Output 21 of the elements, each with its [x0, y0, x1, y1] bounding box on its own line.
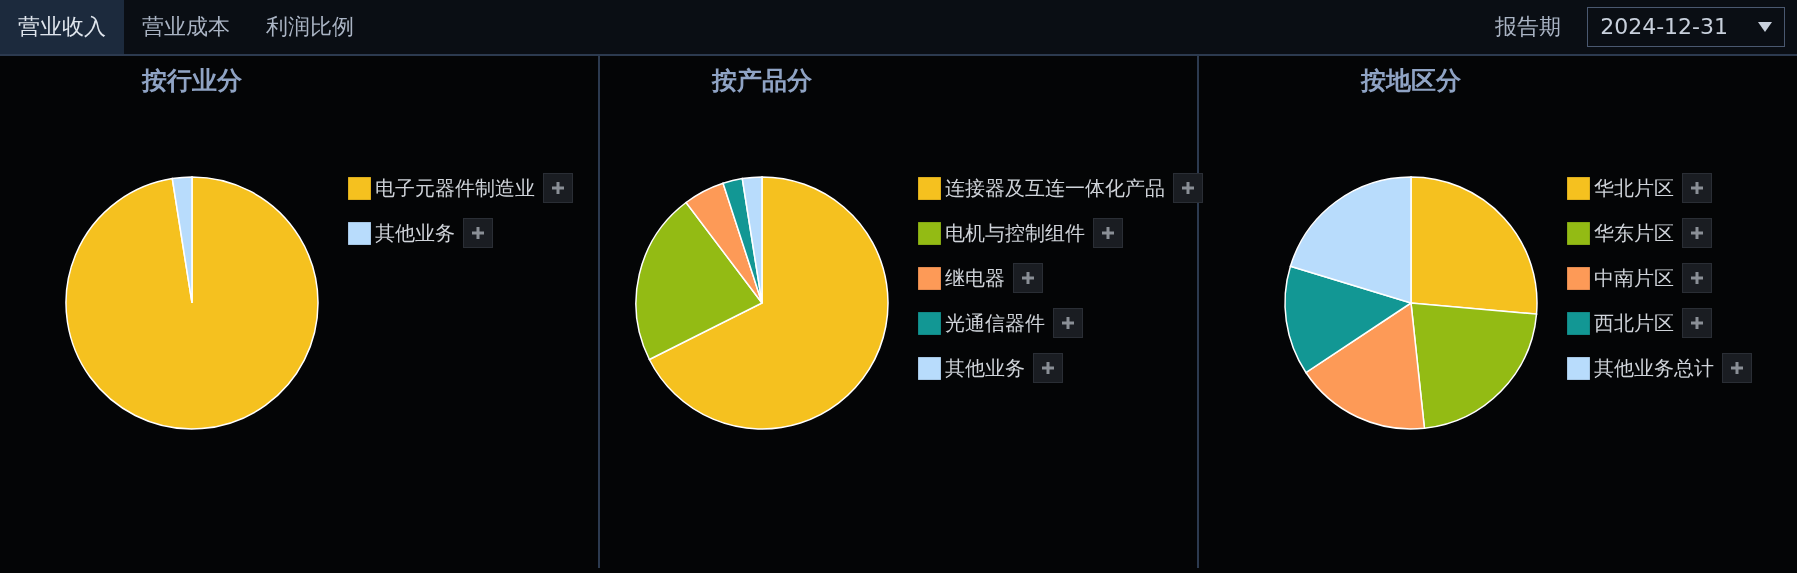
chart-title: 按行业分 [140, 66, 243, 95]
text: 营业收入 [0, 0, 124, 54]
legend-label: 中南片区 [1594, 265, 1675, 290]
legend-label: 其他业务 [374, 220, 455, 245]
legend-label: 继电器 [944, 265, 1005, 290]
text: 2024-12-31 [1600, 13, 1728, 41]
legend-label: 华东片区 [1594, 220, 1675, 245]
text: 营业成本 [141, 13, 231, 41]
chart-title: 按地区分 [1360, 66, 1463, 95]
pie-slice [65, 176, 319, 430]
chart-title: 按产品分 [710, 66, 813, 95]
legend-label: 其他业务 [944, 355, 1025, 380]
legend-label: 其他业务总计 [1594, 355, 1715, 380]
legend-label: 电子元器件制造业 [374, 175, 535, 200]
legend-label: 连接器及互连一体化产品 [944, 175, 1165, 200]
legend-label: 西北片区 [1594, 310, 1675, 335]
legend-label: 光通信器件 [944, 310, 1045, 335]
legend-label: 华北片区 [1594, 175, 1675, 200]
text: 报告期 [1495, 13, 1562, 41]
text: 利润比例 [265, 13, 355, 41]
legend-label: 电机与控制组件 [944, 220, 1085, 245]
